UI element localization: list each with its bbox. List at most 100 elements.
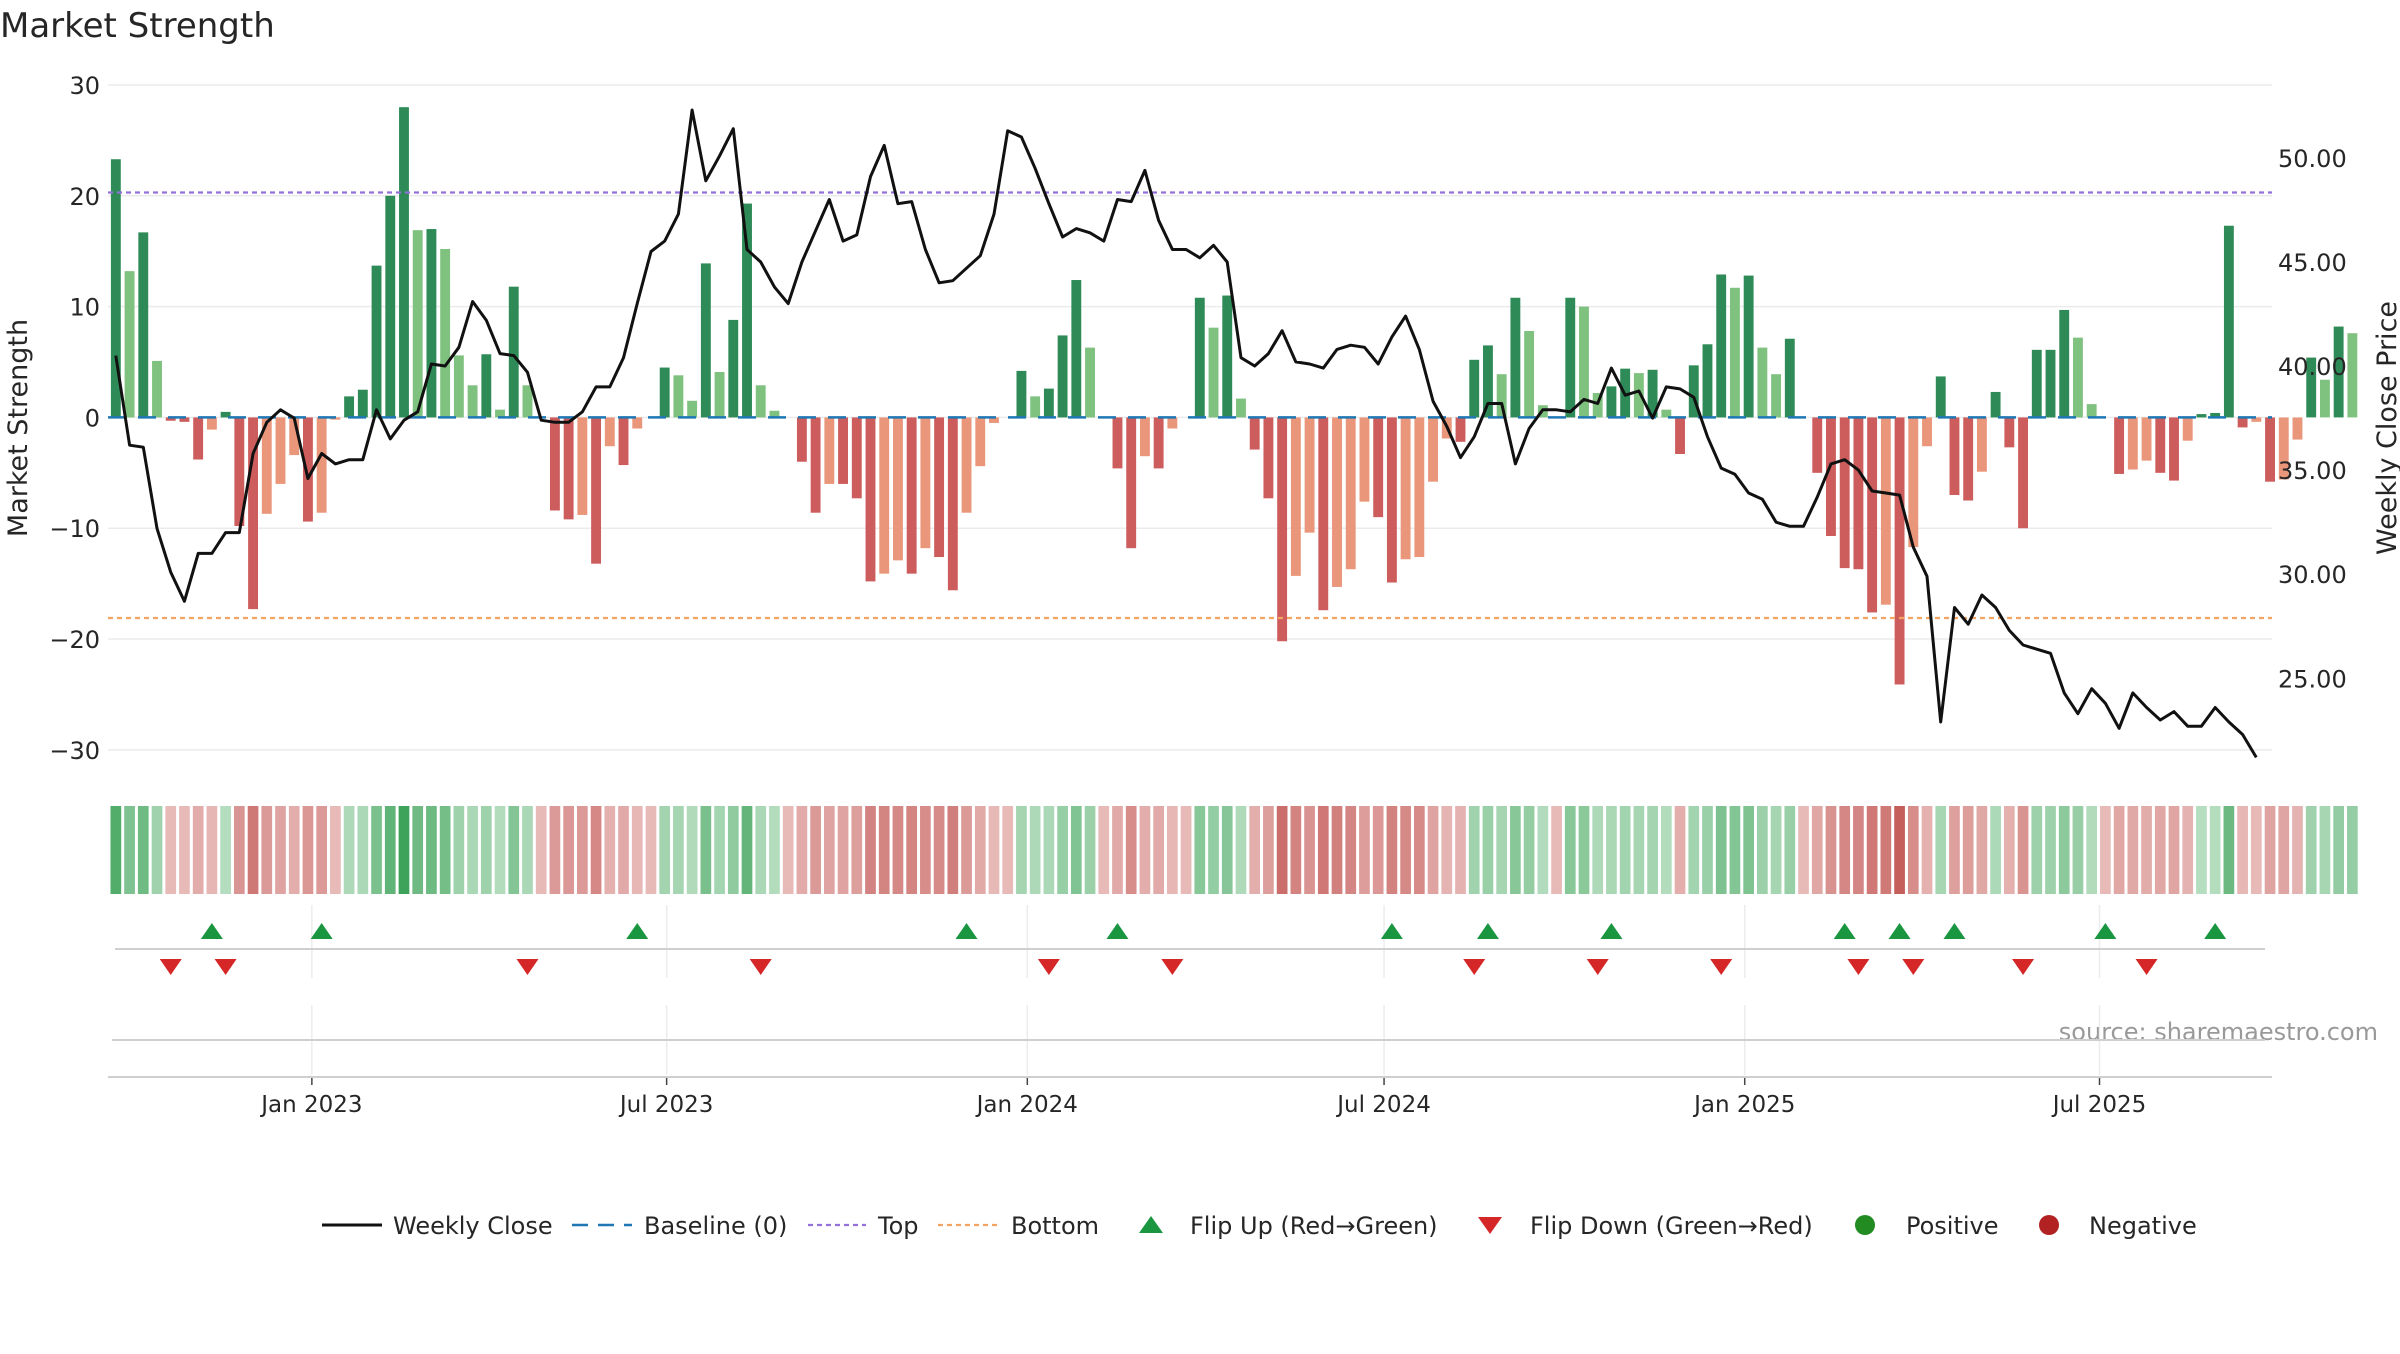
strength-bar (1976, 417, 1987, 472)
heat-cell (2196, 806, 2207, 894)
heat-cell (1839, 806, 1851, 894)
strength-bar (824, 417, 835, 484)
heat-cell (1853, 806, 1864, 894)
heat-cell (1263, 806, 1274, 894)
heat-cell (398, 806, 410, 894)
flip-down-marker (159, 959, 182, 975)
flip-down-marker (1463, 959, 1486, 975)
heat-cell (2003, 806, 2015, 894)
y-right-tick-label: 30.00 (2278, 561, 2347, 589)
strength-bar (961, 417, 972, 513)
strength-bar (1043, 388, 1054, 418)
heat-cell (2250, 806, 2262, 894)
strength-bar (165, 417, 176, 421)
heat-cell (1221, 806, 1233, 894)
heat-cell (837, 806, 849, 894)
strength-bar (1332, 417, 1342, 587)
heat-cell (1125, 806, 1137, 894)
y-axis-left-label: Market Strength (3, 319, 34, 537)
strength-bar (1729, 287, 1740, 418)
legend-swatch-flip-down (1478, 1217, 1502, 1234)
strength-bar (1633, 373, 1644, 418)
strength-bar (1565, 297, 1576, 418)
flip-up-marker (1943, 923, 1966, 939)
heat-cell (741, 806, 753, 894)
heat-cell (480, 806, 492, 894)
strength-bar (659, 367, 670, 418)
strength-bar (2196, 414, 2207, 418)
heat-cell (974, 806, 986, 894)
y-left-tick-label: 10 (69, 294, 100, 322)
strength-bar (755, 385, 766, 418)
heat-cell (1016, 806, 1027, 894)
flip-up-marker (1476, 923, 1499, 939)
weekly-close-line (114, 108, 2258, 759)
y-right-tick-label: 25.00 (2278, 665, 2347, 693)
strength-bar (467, 385, 478, 418)
legend-swatch-positive (1855, 1215, 1875, 1235)
flip-down-marker (214, 959, 237, 975)
strength-bar (2237, 417, 2248, 428)
heat-cell (1167, 806, 1178, 894)
heat-cell (1825, 806, 1837, 894)
y-left-tick-label: 20 (69, 183, 100, 211)
heat-cell (357, 806, 369, 894)
heat-cell (1304, 806, 1315, 894)
strength-bar (892, 417, 903, 561)
heat-cell (179, 806, 190, 894)
heat-cell (535, 806, 547, 894)
heat-cell (1455, 806, 1466, 894)
flip-down-marker (1037, 959, 1060, 975)
strength-bar (1208, 327, 1219, 418)
heat-cell (810, 806, 821, 894)
strength-bar (302, 417, 313, 522)
heat-cell (2154, 806, 2166, 894)
strength-bar (1688, 365, 1699, 418)
flip-down-marker (1710, 959, 1733, 975)
heat-cell (1180, 806, 1192, 894)
y-right-tick-label: 45.00 (2278, 249, 2347, 277)
heat-cell (2058, 806, 2070, 894)
strength-bar (248, 417, 258, 610)
heat-cell (1606, 806, 1617, 894)
heat-cell (1880, 806, 1892, 894)
heat-cell (1112, 806, 1123, 894)
strength-bar (206, 417, 217, 430)
heat-cell (2017, 806, 2029, 894)
strength-bar (549, 417, 560, 511)
heat-cell (288, 806, 300, 894)
heat-cell (2209, 806, 2221, 894)
strength-bar (1345, 417, 1356, 570)
heat-cell (316, 806, 328, 894)
heat-cell (165, 806, 177, 894)
strength-bar (1167, 417, 1178, 429)
strength-bar (1880, 417, 1891, 605)
strength-bar (1469, 359, 1480, 418)
flip-up-marker (310, 923, 333, 939)
strength-bar (920, 417, 931, 549)
strength-bar (1935, 376, 1946, 418)
heat-cell (2141, 806, 2152, 894)
heat-cell (206, 806, 218, 894)
heat-cell (1935, 806, 1947, 894)
heat-cell (1866, 806, 1878, 894)
strength-bar (1016, 370, 1027, 418)
y-axis-right-label: Weekly Close Price (2372, 301, 2400, 555)
strength-bar (1524, 330, 1535, 418)
heat-cell (2319, 806, 2331, 894)
strength-bar (124, 271, 135, 418)
strength-bar (673, 375, 684, 418)
strength-bar (440, 248, 451, 418)
strength-bar (2004, 417, 2015, 448)
strength-bar (700, 263, 711, 418)
heat-cell (124, 806, 135, 894)
heat-cell (2305, 806, 2317, 894)
heat-cell (769, 806, 780, 894)
heat-cell (1592, 806, 1604, 894)
heat-cell (1660, 806, 1672, 894)
legend-label: Bottom (1011, 1212, 1099, 1240)
flip-down-marker (1161, 959, 1184, 975)
legend-label: Positive (1906, 1212, 1999, 1240)
heat-cell (1235, 806, 1247, 894)
strength-bar (769, 410, 780, 418)
